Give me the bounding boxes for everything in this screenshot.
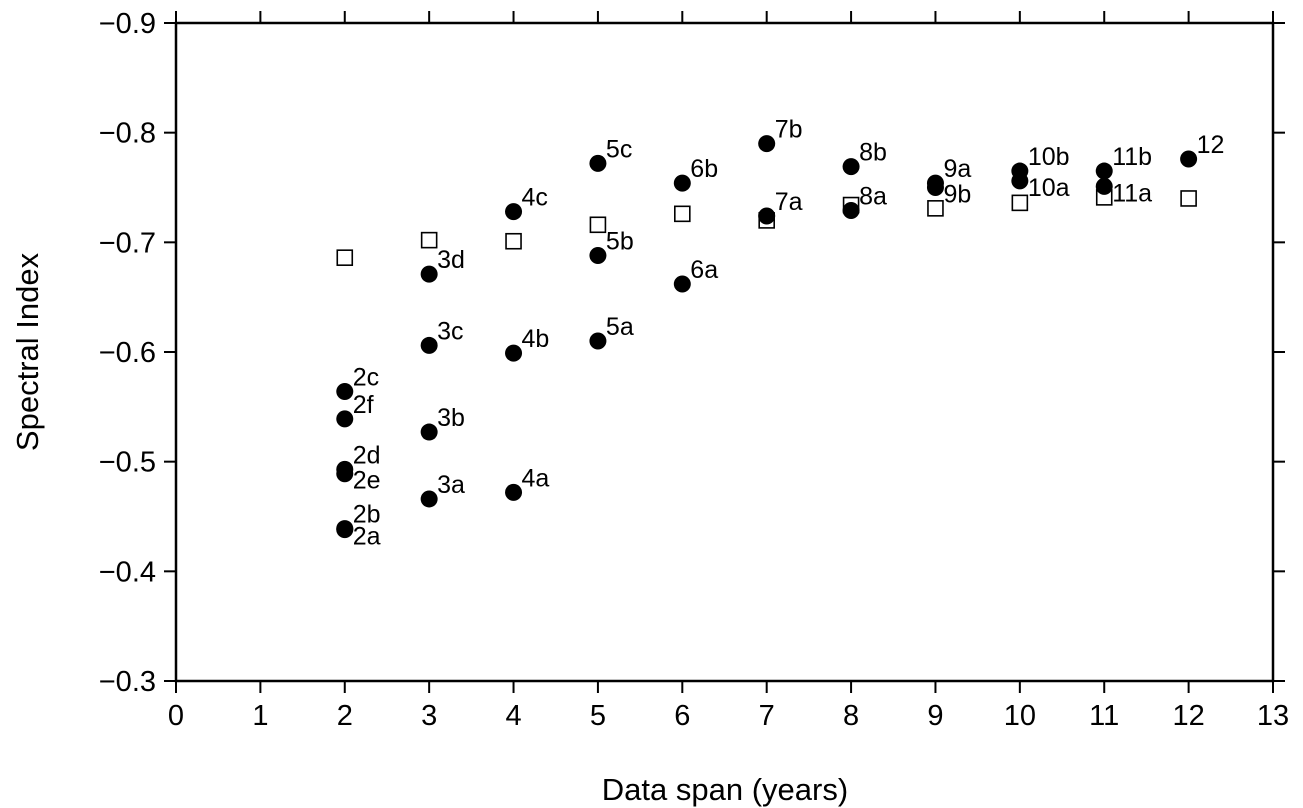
filled-circle-point: [589, 154, 607, 172]
filled-circle-point: [926, 179, 944, 196]
point-label: 3b: [437, 404, 465, 432]
y-tick-label: −0.3: [99, 666, 156, 698]
x-tick-label: 11: [1089, 700, 1119, 732]
filled-circle-point: [420, 336, 438, 354]
filled-circle-point: [758, 135, 776, 153]
x-tick-label: 3: [421, 700, 437, 732]
point-label: 2c: [353, 363, 379, 391]
filled-circle-point: [336, 410, 354, 428]
point-label: 5a: [606, 313, 634, 341]
y-tick-label: −0.7: [99, 227, 156, 259]
x-tick-label: 2: [337, 700, 353, 732]
filled-circle-point: [505, 203, 523, 221]
point-label: 11a: [1112, 179, 1152, 207]
filled-circle-point: [336, 465, 354, 483]
point-label: 11b: [1112, 143, 1152, 171]
filled-circle-point: [589, 246, 607, 264]
filled-circle-point: [420, 490, 438, 508]
x-tick-label: 13: [1257, 700, 1289, 732]
y-tick-label: −0.6: [99, 337, 156, 369]
point-label: 8a: [859, 183, 887, 211]
point-label: 12: [1197, 131, 1225, 159]
y-tick-label: −0.8: [99, 118, 156, 150]
filled-circle-point: [1095, 177, 1113, 195]
point-label: 2f: [353, 391, 374, 419]
open-square-point: [1180, 190, 1197, 207]
point-label: 10b: [1028, 143, 1070, 171]
filled-circle-point: [1011, 172, 1029, 190]
x-tick-label: 12: [1172, 700, 1204, 732]
x-tick-label: 6: [674, 700, 690, 732]
open-square-point: [505, 232, 522, 250]
point-label: 10a: [1028, 174, 1070, 202]
point-label: 7b: [775, 116, 803, 144]
open-square-point: [927, 200, 944, 217]
point-label: 9b: [943, 181, 971, 209]
filled-circle-point: [1095, 162, 1113, 180]
filled-circle-point: [505, 344, 523, 362]
filled-circle-point: [673, 275, 691, 293]
point-label: 5b: [606, 227, 634, 255]
x-tick-label: 5: [590, 700, 606, 732]
filled-circle-point: [758, 207, 776, 225]
y-tick-label: −0.4: [99, 556, 156, 588]
point-label: 3d: [437, 246, 465, 274]
x-tick-label: 9: [927, 700, 943, 732]
point-label: 7a: [775, 188, 803, 216]
open-square-point: [336, 249, 354, 266]
filled-circle-point: [842, 202, 860, 220]
x-tick-label: 1: [252, 700, 268, 732]
point-label: 2b: [353, 501, 381, 529]
y-tick-label: −0.5: [99, 447, 156, 479]
x-tick-label: 8: [843, 700, 859, 732]
x-tick-label: 7: [759, 700, 775, 732]
filled-circle-point: [589, 332, 607, 350]
point-label: 2a: [353, 523, 381, 551]
plot-frame: [174, 21, 1275, 683]
point-label: 2e: [353, 467, 381, 495]
y-tick-label: −0.9: [99, 8, 156, 40]
filled-circle-series: [336, 135, 1198, 539]
open-square-point: [1011, 194, 1029, 212]
open-square-point: [589, 216, 607, 234]
filled-circle-point: [420, 423, 438, 441]
filled-circle-point: [336, 521, 354, 539]
point-label: 2d: [353, 441, 381, 469]
point-label: 3a: [437, 471, 465, 499]
filled-circle-point: [336, 382, 354, 400]
point-label: 8b: [859, 139, 887, 167]
x-axis-title: Data span (years): [602, 772, 848, 807]
point-label: 6a: [690, 256, 718, 284]
filled-circle-point: [1180, 150, 1198, 168]
open-square-point: [674, 205, 691, 223]
axes: [174, 21, 1275, 683]
point-label: 4c: [522, 184, 548, 212]
filled-circle-point: [505, 483, 523, 501]
point-label: 3c: [437, 317, 463, 345]
x-tick-label: 0: [168, 700, 184, 732]
x-tick-label: 10: [1004, 700, 1036, 732]
point-label: 9a: [943, 155, 971, 183]
axis-ticks: 0 1 2 3 4 5 6 7 8 9 10 11 12 13−0.9−0.8−0.7−0.6−0.5−0…: [99, 8, 1289, 732]
point-label: 5c: [606, 135, 632, 163]
x-tick-label: 4: [505, 700, 521, 732]
point-label: 4b: [522, 325, 550, 353]
filled-circle-point: [842, 158, 860, 176]
point-label: 4a: [522, 464, 550, 492]
open-square-point: [420, 231, 438, 249]
filled-circle-point: [420, 265, 438, 283]
y-axis-title: Spectral Index: [10, 252, 45, 451]
filled-circle-point: [673, 174, 691, 192]
point-label: 6b: [690, 155, 718, 183]
